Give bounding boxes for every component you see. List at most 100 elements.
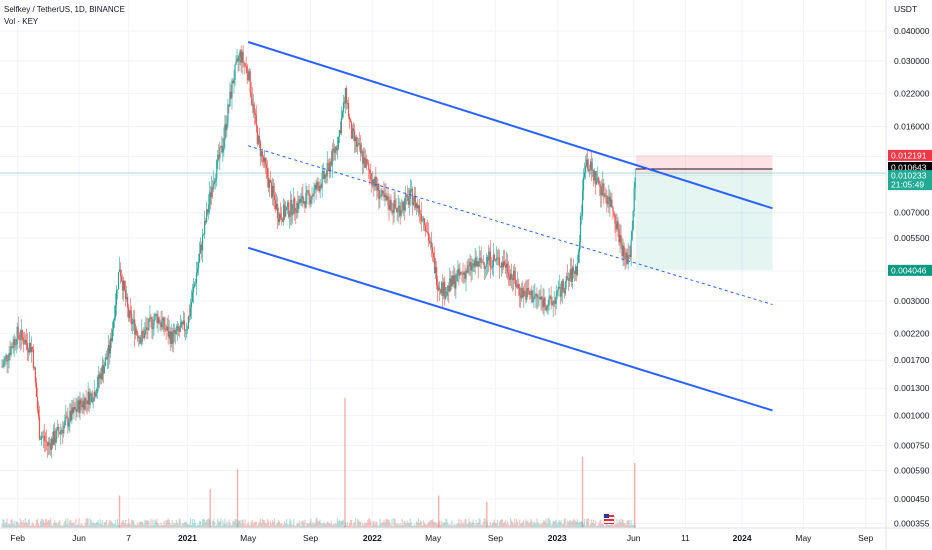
candle-body (588, 169, 590, 171)
candle-body (356, 137, 358, 147)
volume-bar (82, 525, 84, 528)
volume-bar (193, 519, 196, 528)
volume-bar (147, 520, 149, 528)
volume-bar (162, 525, 164, 528)
candle-body (18, 334, 20, 339)
candle-body (436, 267, 438, 286)
y-tick-label: 0.005500 (894, 233, 930, 243)
volume-bar (114, 520, 117, 528)
y-tick-label: 0.040000 (894, 26, 930, 36)
volume-bar (577, 522, 580, 528)
volume-bar (563, 518, 565, 528)
candle-body (408, 198, 410, 205)
candle-body (389, 199, 391, 210)
candle-body (221, 145, 223, 153)
volume-legend[interactable]: Vol · KEY (4, 17, 39, 26)
candle-body (617, 221, 619, 229)
candle-body (20, 329, 22, 340)
volume-bar (38, 525, 41, 528)
volume-bar (37, 523, 40, 528)
candle-body (446, 291, 448, 296)
volume-bar (69, 520, 71, 528)
volume-bar (411, 525, 413, 528)
candle-body (348, 116, 351, 120)
y-tick-label: 0.002200 (894, 328, 930, 338)
volume-bar (226, 521, 228, 528)
volume-bar (363, 524, 365, 528)
candle-body (502, 261, 505, 268)
volume-bar (331, 524, 333, 528)
candle-body (35, 382, 38, 397)
volume-bar (537, 522, 539, 528)
candle-body (510, 273, 512, 280)
volume-bar (9, 524, 11, 528)
candle-body (376, 186, 378, 191)
candle-body (485, 264, 487, 267)
candle-body (62, 430, 64, 434)
candle-body (512, 278, 514, 281)
candle-body (516, 286, 518, 288)
candle-body (281, 217, 283, 220)
candle-body (276, 204, 279, 218)
candle-body (226, 123, 228, 131)
volume-bar (217, 518, 219, 528)
volume-bar (239, 519, 241, 528)
symbol-title[interactable]: Selfkey / TetherUS, 1D, BINANCE (4, 5, 125, 14)
volume-bar (50, 518, 52, 528)
candle-body (361, 151, 363, 154)
candle-body (612, 207, 614, 212)
trend-channel[interactable] (247, 41, 773, 412)
candle-body (107, 345, 109, 357)
volume-bar (29, 525, 31, 528)
candle-body (14, 339, 16, 345)
x-tick-label: Jun (627, 533, 641, 543)
candle-body (118, 269, 121, 273)
time-axis[interactable]: Feb Jun 7 2021 May Sep 2022 May Sep 2023 Jun 11 2024… (0, 527, 932, 543)
candle-body (58, 426, 60, 433)
volume-bar (632, 524, 634, 528)
volume-bar (549, 520, 551, 528)
volume-bar (581, 521, 584, 528)
volume-bar (449, 524, 451, 528)
candle-body (455, 281, 457, 289)
volume-bar (303, 522, 305, 528)
volume-bar (61, 525, 63, 528)
volume-bar (330, 521, 332, 528)
volume-bar (389, 522, 391, 528)
volume-bar (16, 522, 18, 528)
candle-body (628, 255, 630, 256)
candle-body (220, 145, 222, 148)
volume-bar (370, 521, 372, 528)
volume-bar (92, 521, 94, 528)
candle-body (602, 183, 604, 192)
volume-bar (14, 525, 16, 528)
volume-bar (588, 518, 590, 528)
candle-body (258, 136, 260, 142)
volume-bar (385, 519, 387, 528)
candle-body (86, 400, 88, 405)
candle-body (459, 271, 461, 276)
volume-bar (564, 518, 566, 528)
candle-body (339, 130, 341, 134)
volume-bar (263, 520, 266, 528)
volume-bar (531, 520, 533, 528)
price-tag (888, 162, 932, 174)
volume-spike (581, 456, 584, 528)
volume-bar (155, 521, 157, 528)
candle-body (247, 73, 249, 80)
volume-bar (339, 520, 341, 528)
candle-body (284, 204, 286, 217)
volume-bar (39, 521, 42, 528)
volume-bar (210, 525, 212, 528)
candle-body (555, 295, 557, 304)
candle-body (111, 329, 114, 342)
candle-body (127, 297, 129, 308)
candle-body (9, 352, 11, 355)
volume-bar (316, 518, 318, 528)
price-axis[interactable]: 0.0400000.0300000.0220000.0160000.012000… (885, 0, 932, 550)
volume-bar (430, 519, 433, 528)
candle-body (513, 271, 515, 281)
volume-bar (269, 520, 272, 528)
candle-body (351, 128, 354, 139)
